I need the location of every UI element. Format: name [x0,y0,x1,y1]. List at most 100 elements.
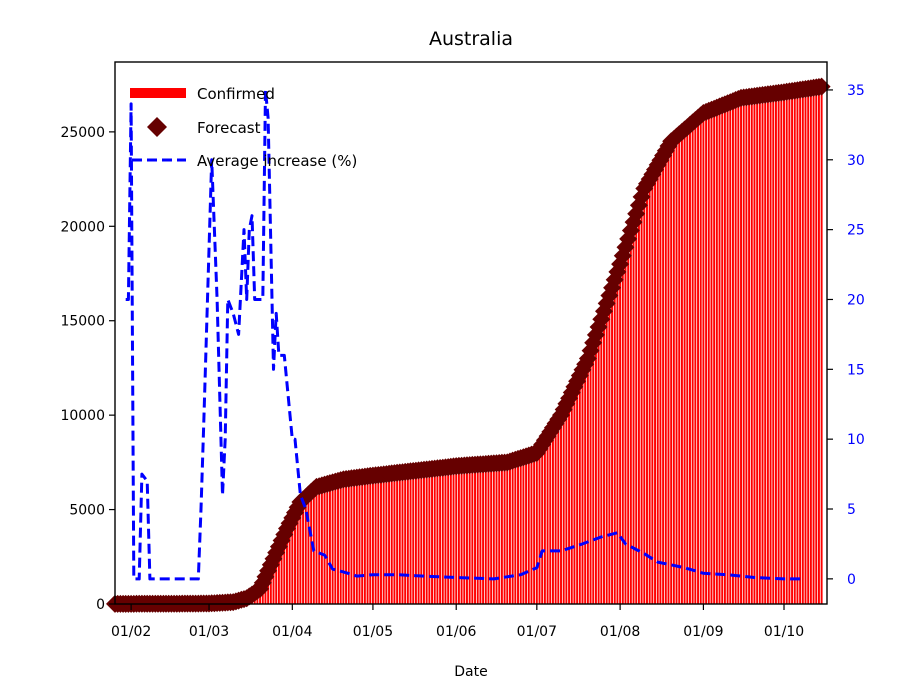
confirmed-bar [635,213,638,604]
right-tick-label: 0 [847,572,856,588]
confirmed-bar [310,491,313,604]
confirmed-bar [353,477,356,604]
confirmed-bar [390,473,393,604]
confirmed-bar [533,453,536,604]
confirmed-bar [272,558,275,604]
confirmed-bar [457,465,460,604]
confirmed-bar [659,160,662,604]
confirmed-bar [401,472,404,604]
confirmed-bar [592,342,595,604]
left-tick-label: 5000 [69,503,105,519]
confirmed-bar [737,98,740,605]
confirmed-bar [466,465,468,604]
confirmed-bar [774,93,777,604]
forecast-markers [106,77,831,613]
confirmed-bar [511,460,514,604]
x-tick-label: 01/03 [189,624,229,640]
right-tick-label: 25 [847,223,865,239]
confirmed-bar [726,103,729,604]
confirmed-bar [729,102,732,604]
x-axis-label: Date [454,664,487,680]
confirmed-bar [345,479,348,604]
confirmed-bar [420,470,423,604]
confirmed-bar [476,464,479,604]
confirmed-bar [608,295,611,604]
confirmed-bar [498,462,501,604]
confirmed-bar [318,486,321,604]
confirmed-bar [621,255,624,604]
right-y-axis: 0 5 10 15 20 25 30 35 [827,83,865,588]
confirmed-bar [624,247,627,604]
confirmed-bar [409,471,412,604]
left-tick-label: 15000 [60,314,105,330]
confirmed-bar [280,540,283,604]
confirmed-bar [358,477,361,604]
confirmed-bar [347,478,350,604]
confirmed-bar [433,468,436,604]
confirmed-bar [796,90,799,604]
confirmed-bar [643,188,646,604]
confirmed-bar [683,129,686,604]
confirmed-bar [584,364,587,604]
confirmed-bar [710,109,713,604]
confirmed-bar [423,469,425,604]
confirmed-bar [414,470,417,604]
confirmed-bar [460,465,463,604]
average-increase-line [125,88,803,581]
confirmed-bar [377,474,380,604]
confirmed-bar [594,334,597,604]
confirmed-bar [699,115,702,604]
confirmed-bar [449,466,452,604]
confirmed-bar [637,205,640,604]
confirmed-bar [707,110,710,604]
confirmed-bar [578,375,581,604]
confirmed-bar [713,108,716,605]
confirmed-bar [815,87,818,605]
confirmed-bar [495,463,498,604]
right-tick-label: 30 [847,153,865,169]
confirmed-bar [718,106,721,604]
confirmed-bar [355,477,358,604]
confirmed-bar [396,472,399,604]
confirmed-bar [646,183,648,604]
confirmed-bar [686,127,689,605]
confirmed-bar [468,465,471,604]
legend-label-forecast: Forecast [197,119,261,137]
legend-swatch-forecast [147,117,167,137]
confirmed-bar [471,464,474,604]
x-tick-label: 01/06 [436,624,476,640]
confirmed-bar [640,196,643,605]
confirmed-bar [369,475,372,604]
confirmed-bar [452,466,455,604]
confirmed-bar [777,92,780,605]
confirmed-bar [723,104,726,605]
legend-label-confirmed: Confirmed [197,85,275,103]
confirmed-bar [812,87,815,604]
confirmed-bar [283,534,286,604]
confirmed-bar [672,138,675,604]
confirmed-bar [525,456,528,604]
confirmed-bar [307,494,310,604]
confirmed-bar [694,120,697,604]
confirmed-bar [576,381,579,604]
confirmed-bar [557,419,560,604]
confirmed-bar [549,431,552,604]
confirmed-bar [412,471,415,604]
confirmed-bar [339,480,342,604]
confirmed-bar [758,95,761,605]
legend-swatch-confirmed [130,88,186,98]
confirmed-bar [756,95,759,604]
legend-label-average: Average increase (%) [197,152,357,170]
confirmed-bar [444,467,447,604]
confirmed-bar [508,461,511,604]
confirmed-bar [551,427,554,604]
confirmed-bar [479,464,482,604]
confirmed-bar [656,164,659,605]
confirmed-bar [597,327,600,604]
confirmed-bar [651,174,654,604]
confirmed-bar [291,517,294,604]
left-tick-label: 25000 [60,125,105,141]
forecast-point [812,77,831,96]
confirmed-bar [441,467,444,604]
confirmed-bar [487,463,490,604]
